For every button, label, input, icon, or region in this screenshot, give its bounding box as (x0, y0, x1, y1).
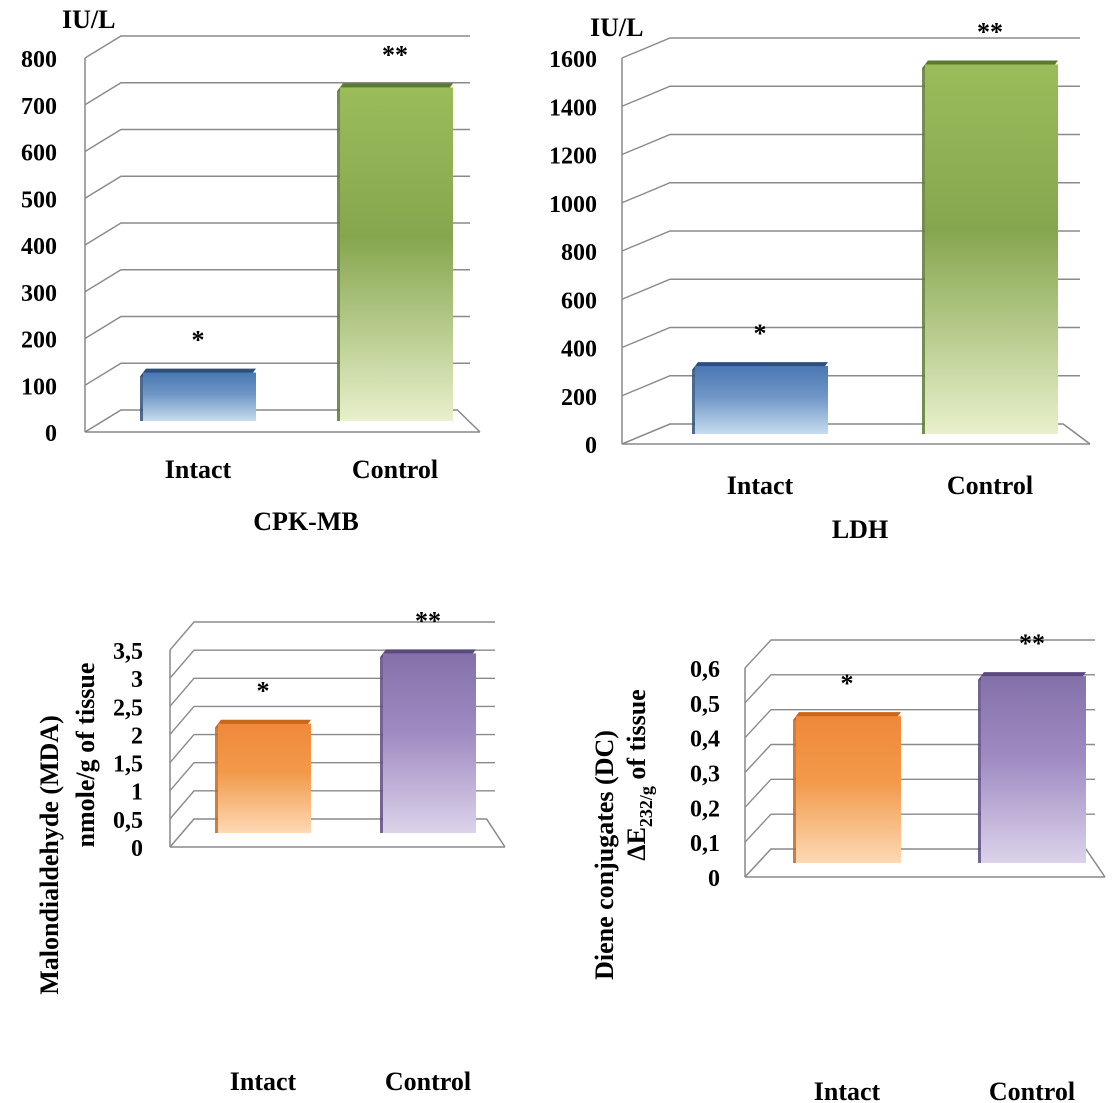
x-category-label: Intact (230, 1067, 297, 1096)
y-tick-label: 600 (21, 141, 57, 167)
y-tick-label: 0,5 (690, 692, 720, 718)
y-tick-label: 0,5 (113, 808, 143, 834)
y-tick-label: 800 (561, 240, 597, 266)
y-tick-label: 200 (21, 328, 57, 354)
gridline (84, 35, 470, 59)
y-tick-label: 2 (131, 723, 143, 749)
chart-title: LDH (832, 515, 888, 544)
bar-intact (215, 719, 311, 833)
y-tick-label: 0,1 (690, 831, 720, 857)
bar-intact (692, 362, 828, 434)
y-tick-label: 3 (131, 667, 143, 693)
bar-intact (140, 368, 256, 421)
chart-title: CPK-MB (253, 507, 358, 536)
y-tick-label: 1600 (549, 47, 597, 73)
bar-control (922, 60, 1058, 434)
significance-marker: * (754, 319, 767, 348)
y-tick-label: 0,4 (690, 727, 720, 753)
axis-frame (169, 650, 506, 848)
y-tick-label: 0 (131, 836, 143, 862)
x-category-label: Control (989, 1077, 1075, 1103)
y-tick-label: 0,3 (690, 762, 720, 788)
y-tick-label: 100 (21, 374, 57, 400)
gridline (169, 621, 495, 651)
y-axis-unit-label: nmole/g of tissue (71, 663, 100, 848)
bar-intact (793, 712, 901, 863)
y-tick-label: 1400 (549, 95, 597, 121)
y-axis-label: Diene conjugates (DC) (590, 730, 619, 980)
y-tick-label: 500 (21, 187, 57, 213)
y-tick-label: 3,5 (113, 639, 143, 665)
bar-control (337, 83, 453, 421)
y-tick-label: 700 (21, 94, 57, 120)
x-category-label: Control (947, 471, 1033, 500)
y-tick-label: 2,5 (113, 695, 143, 721)
y-tick-label: 1,5 (113, 752, 143, 778)
y-tick-label: 400 (21, 234, 57, 260)
y-axis-label: Malondialdehyde (MDA) (35, 715, 64, 995)
significance-marker: * (192, 326, 205, 355)
y-tick-label: 0 (585, 433, 597, 459)
y-unit-label: IU/L (590, 13, 643, 42)
chart-malondialdehyde: 00,511,5 22,533,5 * Intact ** Control Malondia… (35, 606, 506, 1096)
x-category-label: Control (385, 1067, 471, 1096)
x-category-label: Intact (814, 1077, 881, 1103)
y-tick-label: 1200 (549, 144, 597, 170)
x-category-label: Control (352, 455, 438, 484)
significance-marker: ** (1019, 629, 1045, 658)
y-tick-label: 0 (708, 866, 720, 892)
y-tick-label: 300 (21, 281, 57, 307)
chart-cpk-mb: 0 100 200 300 400 500 600 700 800 * Intact ** Contro… (21, 5, 481, 536)
significance-marker: * (841, 669, 854, 698)
significance-marker: ** (415, 606, 441, 635)
y-axis-unit-label: ΔE232/g of tissue (622, 689, 656, 860)
gridline (84, 82, 470, 106)
y-tick-label: 200 (561, 385, 597, 411)
bar-control (978, 672, 1086, 863)
significance-marker: ** (382, 40, 408, 69)
chart-ldh: 0 200 400 600 800 1000 1200 1400 1600 * Intact ** Co… (549, 13, 1091, 544)
y-tick-label: 400 (561, 337, 597, 363)
gridline (621, 37, 1080, 59)
y-tick-label: 0 (45, 421, 57, 447)
chart-diene-conjugates: 0 0,1 0,2 0,3 0,4 0,5 0,6 * Intact ** Control Diene… (590, 629, 1106, 1103)
bar-control (380, 649, 476, 833)
y-tick-label: 600 (561, 288, 597, 314)
x-category-label: Intact (727, 471, 794, 500)
y-tick-label: 0,6 (690, 657, 720, 683)
y-unit-label: IU/L (62, 5, 115, 34)
gridline (744, 639, 1095, 669)
y-tick-label: 0,2 (690, 796, 720, 822)
x-category-label: Intact (165, 455, 232, 484)
y-tick-label: 1000 (549, 192, 597, 218)
y-tick-label: 800 (21, 47, 57, 73)
significance-marker: * (257, 677, 270, 706)
significance-marker: ** (977, 18, 1003, 47)
y-tick-label: 1 (131, 780, 143, 806)
